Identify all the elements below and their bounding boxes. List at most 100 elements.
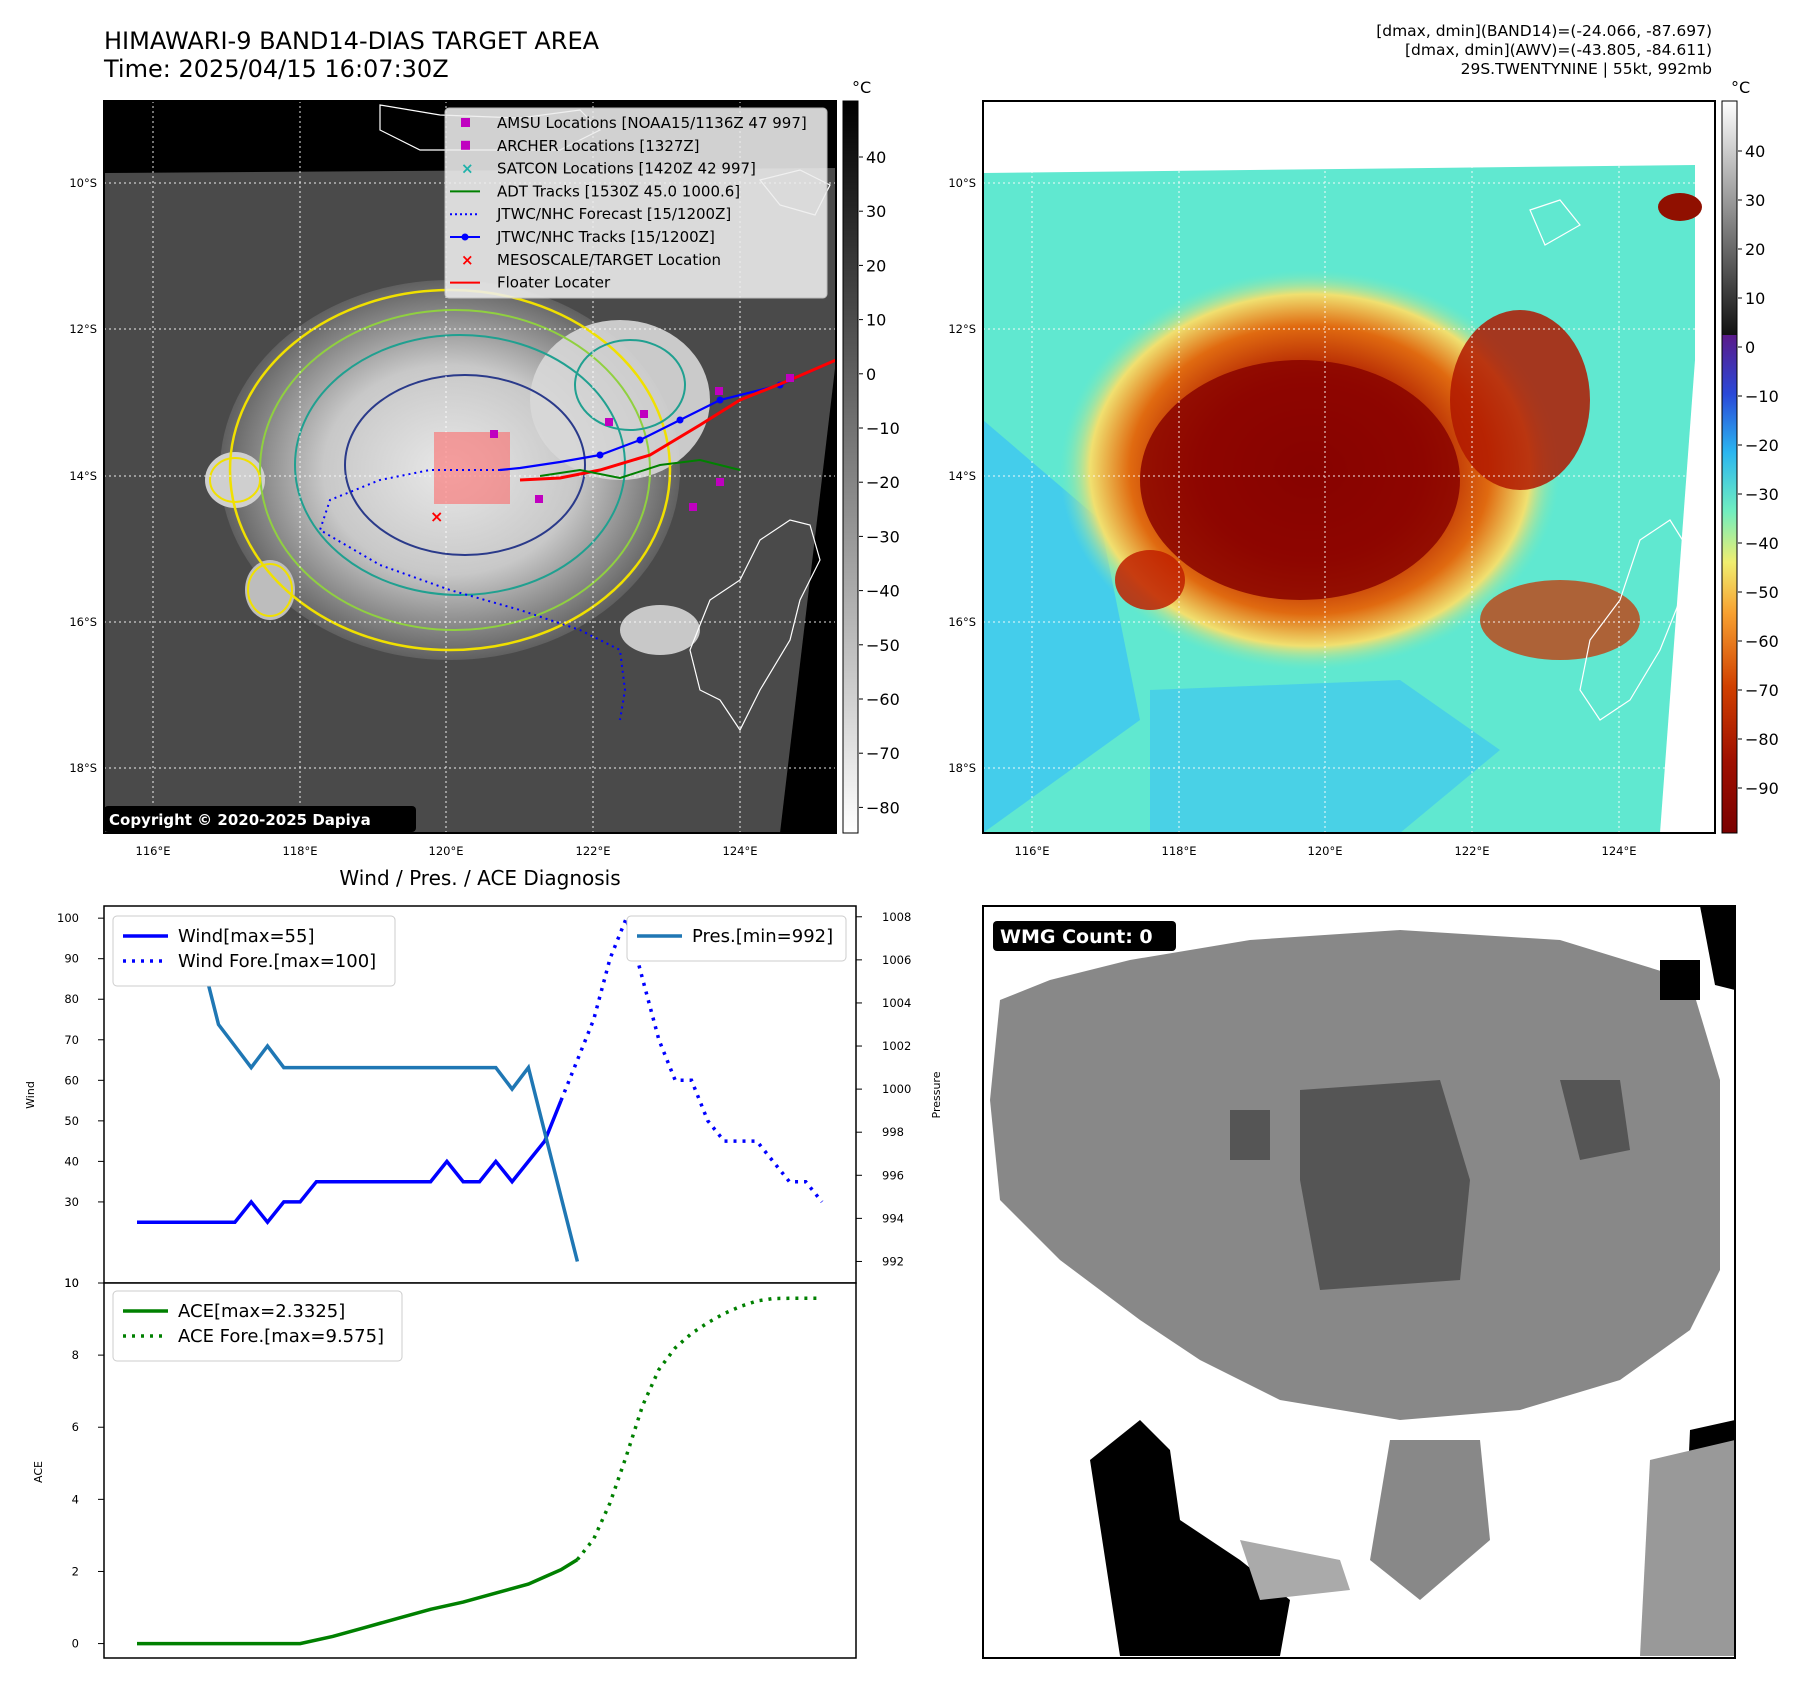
pressure-tick-label: 1000 bbox=[882, 1082, 911, 1096]
adt-track bbox=[539, 458, 741, 480]
colorbar1-tick-label: −10 bbox=[866, 419, 900, 438]
cloud-cell bbox=[1658, 193, 1702, 221]
ace-tick-label: 2 bbox=[72, 1564, 79, 1578]
colorbar2-tick-label: 40 bbox=[1745, 142, 1765, 161]
wmg-panel: WMG Count: 0 bbox=[982, 905, 1736, 1659]
contour-navy bbox=[344, 374, 586, 556]
pressure-tick-label: 994 bbox=[882, 1211, 904, 1225]
color-map-gridlines bbox=[983, 101, 1715, 833]
legend-marker-dot bbox=[461, 233, 469, 241]
series-ace-line bbox=[576, 1296, 822, 1561]
wmg-black-region bbox=[1700, 906, 1735, 990]
lat-tick-label: 10°S bbox=[69, 176, 97, 190]
colorbar1-tick-label: −30 bbox=[866, 527, 900, 546]
ir-map-panel: × AMSU Locations [NOAA15/1136Z 47 997] AR… bbox=[104, 101, 836, 833]
diagnosis-title: Wind / Pres. / ACE Diagnosis bbox=[339, 866, 620, 890]
colorbar2-tick-label: −60 bbox=[1745, 632, 1779, 651]
lat-tick-label: 14°S bbox=[948, 469, 976, 483]
lat-tick-label: 18°S bbox=[69, 761, 97, 775]
chart-legend-box bbox=[112, 1290, 403, 1362]
lon-tick-label: 122°E bbox=[1455, 844, 1490, 858]
wmg-count-label: WMG Count: 0 bbox=[1000, 926, 1153, 948]
legend-label: JTWC/NHC Forecast [15/1200Z] bbox=[496, 205, 731, 223]
dmax-band14: [dmax, dmin](BAND14)=(-24.066, -87.697) bbox=[1376, 22, 1712, 40]
chart-time: Time: 2025/04/15 16:07:30Z bbox=[104, 55, 449, 83]
colorbar2-unit: °C bbox=[1731, 78, 1750, 97]
colorbar2-tick-label: −70 bbox=[1745, 681, 1779, 700]
wmg-dark-region bbox=[1230, 1110, 1270, 1160]
pressure-tick-label: 1002 bbox=[882, 1039, 911, 1053]
colorbar1-tick-label: 20 bbox=[866, 256, 886, 275]
contour-green bbox=[259, 309, 651, 631]
color-colorbar bbox=[1721, 100, 1738, 834]
wind-tick-label: 70 bbox=[64, 1033, 79, 1047]
pressure-tick-label: 1006 bbox=[882, 953, 911, 967]
wind-tick-label: 60 bbox=[64, 1073, 79, 1087]
contour-yellow bbox=[209, 457, 261, 503]
lat-tick-label: 12°S bbox=[948, 322, 976, 336]
color-map-frame bbox=[982, 100, 1716, 834]
wind-axis-label: Wind bbox=[24, 1081, 37, 1109]
ace-chart-frame bbox=[103, 1282, 857, 1659]
legend-marker: × bbox=[461, 251, 474, 269]
ace-tick-label: 6 bbox=[72, 1420, 79, 1434]
wind-tick-label: 40 bbox=[64, 1154, 79, 1168]
lat-tick-label: 12°S bbox=[69, 322, 97, 336]
diagnosis-charts: Wind / Pres. / ACE Diagnosis Wind Pressu… bbox=[24, 866, 943, 1659]
colorbar2-tick-label: −30 bbox=[1745, 485, 1779, 504]
lon-tick-label: 116°E bbox=[1015, 844, 1050, 858]
floater-locator-track bbox=[519, 358, 836, 482]
ir-cloud-band bbox=[530, 320, 710, 480]
lon-tick-label: 120°E bbox=[429, 844, 464, 858]
wmg-dark-region bbox=[1560, 1080, 1630, 1160]
legend-marker: × bbox=[461, 160, 474, 178]
lat-tick-label: 14°S bbox=[69, 469, 97, 483]
ir-cloud-cell bbox=[620, 605, 700, 655]
lon-tick-label: 120°E bbox=[1308, 844, 1343, 858]
colorbar2-tick-label: −80 bbox=[1745, 730, 1779, 749]
lat-tick-label: 10°S bbox=[948, 176, 976, 190]
storm-band bbox=[1450, 310, 1590, 490]
colorbar2-tick-label: 0 bbox=[1745, 338, 1755, 357]
amsu-archer-markers bbox=[490, 374, 794, 511]
cloud-cell bbox=[1115, 550, 1185, 610]
cloud-cell bbox=[1480, 580, 1640, 660]
lon-tick-label: 118°E bbox=[1162, 844, 1197, 858]
chart-legend-box bbox=[112, 915, 396, 987]
wind-tick-label: 30 bbox=[64, 1195, 79, 1209]
colorbar2-tick-label: −90 bbox=[1745, 779, 1779, 798]
dmax-awv: [dmax, dmin](AWV)=(-43.805, -84.611) bbox=[1405, 41, 1712, 59]
legend-marker bbox=[461, 118, 470, 127]
lon-tick-label: 124°E bbox=[1602, 844, 1637, 858]
contour-teal bbox=[294, 334, 626, 596]
lon-tick-label: 122°E bbox=[576, 844, 611, 858]
chart-title: HIMAWARI-9 BAND14-DIAS TARGET AREA bbox=[104, 27, 600, 55]
colorbar2-tick-label: −40 bbox=[1745, 534, 1779, 553]
lon-tick-label: 116°E bbox=[136, 844, 171, 858]
colorbar2-tick-label: 20 bbox=[1745, 240, 1765, 259]
legend-marker bbox=[461, 140, 470, 150]
series-pres-line bbox=[135, 915, 580, 1262]
lon-tick-label: 118°E bbox=[283, 844, 318, 858]
series-wind-fore-line bbox=[559, 912, 824, 1203]
colorbar1-tick-label: −80 bbox=[866, 798, 900, 817]
wmg-frame bbox=[982, 905, 1736, 1659]
ace-tick-label: 4 bbox=[72, 1492, 79, 1506]
colorbar2-tick-label: 10 bbox=[1745, 289, 1765, 308]
colorbar2-tick-label: −20 bbox=[1745, 436, 1779, 455]
legend-label: Floater Locater bbox=[497, 274, 611, 292]
target-location-marker: × bbox=[430, 507, 443, 526]
pressure-tick-label: 992 bbox=[882, 1254, 904, 1268]
contour-yellow bbox=[247, 563, 293, 617]
ace-tick-label: 10 bbox=[64, 1276, 79, 1290]
target-area-box bbox=[434, 432, 510, 504]
lon-tick-label: 124°E bbox=[723, 844, 758, 858]
jtwc-forecast-track bbox=[318, 469, 627, 721]
coastline bbox=[1579, 519, 1696, 721]
colorbar1-tick-label: 10 bbox=[866, 311, 886, 330]
ir-map-frame bbox=[103, 100, 837, 834]
colorbar1-tick-label: −60 bbox=[866, 690, 900, 709]
ace-tick-label: 8 bbox=[72, 1348, 79, 1362]
ir-cloud-cell bbox=[205, 452, 265, 508]
